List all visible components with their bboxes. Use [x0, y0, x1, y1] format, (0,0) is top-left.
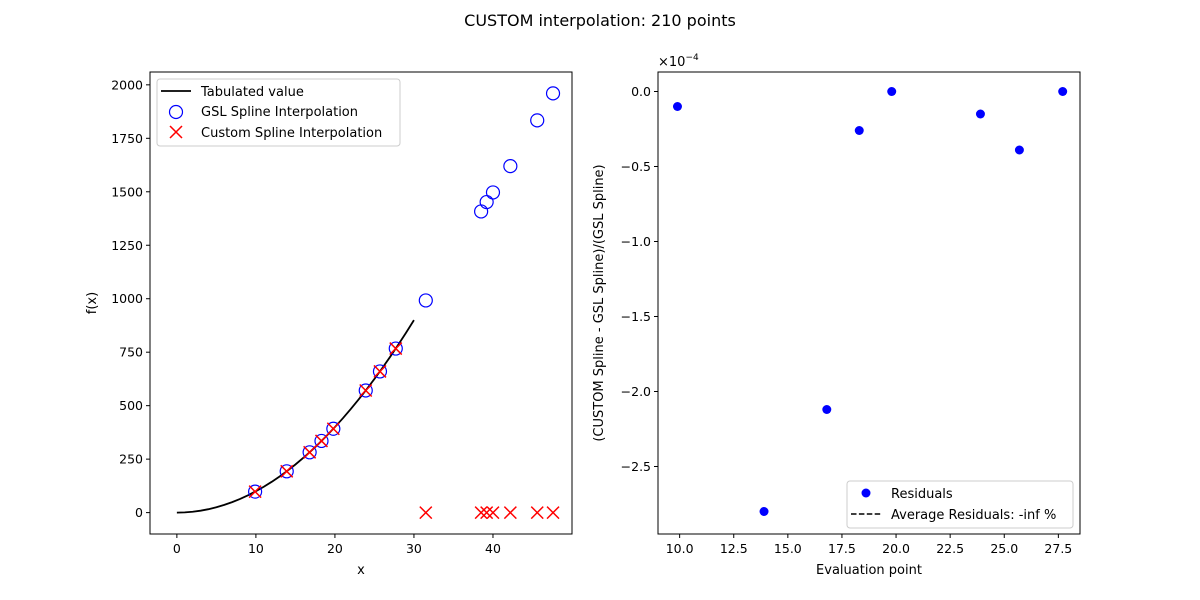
point-gsl-spline-interpolation: [279, 464, 294, 479]
right-xtick-label: 10.0: [666, 541, 694, 556]
point-residuals: [1014, 145, 1024, 155]
left-plot-marks: [176, 86, 561, 520]
point-gsl-spline-interpolation: [545, 86, 561, 101]
point-residuals: [759, 507, 769, 516]
right-legend-frame: [846, 480, 1074, 529]
right-xtick-label: 27.5: [1044, 541, 1072, 556]
right-legend: Residuals Average Residuals: -inf %: [846, 480, 1074, 529]
left-yaxis-label: f(x): [85, 292, 100, 314]
point-custom-spline-interpolation: [419, 506, 433, 520]
left-legend: Tabulated value GSL Spline Interpolation…: [156, 78, 401, 147]
point-residuals: [887, 87, 897, 96]
point-custom-spline-interpolation: [280, 464, 294, 478]
left-ytick-label: 750: [119, 345, 143, 360]
point-custom-spline-interpolation: [474, 506, 488, 520]
point-custom-spline-interpolation: [530, 506, 544, 520]
right-xtick-label: 12.5: [720, 541, 748, 556]
series-line-tabulated-value: [176, 319, 415, 514]
point-gsl-spline-interpolation: [418, 293, 433, 308]
point-gsl-spline-interpolation: [326, 421, 341, 436]
left-plot-frame: [149, 71, 573, 535]
right-xaxis-label: Evaluation point: [816, 563, 922, 578]
point-gsl-spline-interpolation: [302, 445, 317, 460]
right-offset-text: ×10−4: [658, 53, 699, 70]
left-legend-frame: [156, 78, 401, 147]
point-gsl-spline-interpolation: [530, 113, 545, 128]
right-panel: 10.0 12.5 15.0 17.5 20.0 22.5 25.0 27.5 0.0 −0.5 −…: [592, 53, 1081, 578]
left-axes: 0 10 20 30 40 0 250 500 750 1000 1250 1500 1750 2000: [111, 77, 501, 556]
legend-open-circle-swatch: [168, 104, 184, 120]
left-xtick-label: 10: [248, 541, 264, 556]
point-gsl-spline-interpolation: [388, 341, 403, 356]
left-xtick-label: 40: [485, 541, 501, 556]
point-custom-spline-interpolation: [486, 506, 500, 520]
legend-x-marker-swatch: [169, 125, 183, 139]
left-ytick-label: 500: [119, 398, 143, 413]
right-xtick-label: 17.5: [828, 541, 856, 556]
point-custom-spline-interpolation: [503, 506, 517, 520]
left-ytick-label: 1250: [111, 238, 143, 253]
right-plot-marks: [672, 87, 1068, 516]
right-xtick-label: 20.0: [882, 541, 910, 556]
point-gsl-spline-interpolation: [474, 204, 489, 219]
point-gsl-spline-interpolation: [372, 364, 388, 379]
point-custom-spline-interpolation: [248, 485, 262, 499]
right-ytick-label: −0.5: [621, 159, 651, 174]
left-ytick-label: 1500: [111, 184, 143, 199]
left-xtick-label: 0: [173, 541, 181, 556]
right-xtick-label: 25.0: [990, 541, 1018, 556]
right-ytick-label: −1.0: [621, 234, 651, 249]
point-residuals: [854, 126, 864, 135]
legend-label-average-residuals: Average Residuals: -inf %: [891, 508, 1056, 523]
point-custom-spline-interpolation: [546, 506, 560, 520]
legend-label-gsl: GSL Spline Interpolation: [201, 105, 358, 120]
point-custom-spline-interpolation: [326, 422, 340, 436]
left-ytick-label: 1000: [111, 291, 143, 306]
right-xtick-label: 15.0: [774, 541, 802, 556]
legend-filled-circle-swatch: [861, 488, 871, 498]
left-xaxis-label: x: [357, 563, 365, 578]
right-ytick-label: −2.5: [621, 459, 651, 474]
point-custom-spline-interpolation: [373, 364, 387, 378]
point-residuals: [1058, 87, 1068, 96]
right-ytick-label: −1.5: [621, 309, 651, 324]
left-ytick-label: 1750: [111, 131, 143, 146]
right-ytick-label: −2.0: [621, 384, 651, 399]
right-ytick-label: 0.0: [631, 84, 651, 99]
point-custom-spline-interpolation: [303, 445, 317, 459]
left-xtick-label: 20: [327, 541, 343, 556]
left-ytick-label: 2000: [111, 77, 143, 92]
point-gsl-spline-interpolation: [248, 484, 263, 499]
legend-label-custom: Custom Spline Interpolation: [201, 126, 382, 141]
right-axes: 10.0 12.5 15.0 17.5 20.0 22.5 25.0 27.5 0.0 −0.5 −…: [621, 84, 1073, 556]
point-residuals: [672, 102, 682, 111]
point-gsl-spline-interpolation: [314, 433, 329, 449]
legend-label-tabulated: Tabulated value: [200, 85, 304, 100]
point-gsl-spline-interpolation: [358, 383, 373, 398]
right-xtick-label: 22.5: [936, 541, 964, 556]
point-custom-spline-interpolation: [480, 506, 494, 520]
right-yaxis-label: (CUSTOM Spline - GSL Spline)/(GSL Spline…: [592, 164, 607, 441]
point-gsl-spline-interpolation: [479, 194, 494, 210]
point-residuals: [822, 405, 832, 414]
point-custom-spline-interpolation: [389, 342, 403, 356]
legend-label-residuals: Residuals: [891, 487, 953, 502]
left-ytick-label: 0: [135, 505, 143, 520]
figure-title: CUSTOM interpolation: 210 points: [464, 11, 736, 30]
point-residuals: [975, 109, 985, 119]
point-gsl-spline-interpolation: [503, 159, 518, 174]
point-gsl-spline-interpolation: [485, 185, 501, 200]
left-xtick-label: 30: [406, 541, 422, 556]
left-ytick-label: 250: [119, 452, 143, 467]
left-panel: 0 10 20 30 40025050075010001250150017502000 …: [85, 71, 573, 578]
point-custom-spline-interpolation: [359, 383, 373, 398]
right-plot-frame: [657, 71, 1081, 535]
point-custom-spline-interpolation: [314, 434, 329, 448]
